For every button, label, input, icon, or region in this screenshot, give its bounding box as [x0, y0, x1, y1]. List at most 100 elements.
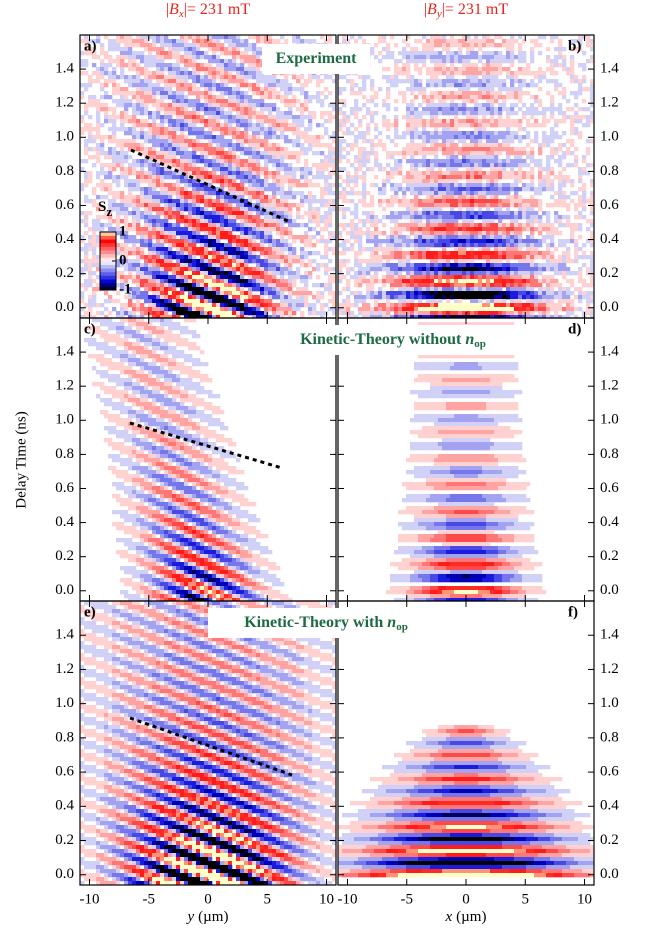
- map-cell: [208, 227, 212, 231]
- map-cell: [394, 311, 398, 315]
- map-cell: [244, 75, 248, 79]
- map-cell: [328, 283, 332, 287]
- map-cell: [148, 279, 152, 283]
- map-cell: [188, 255, 192, 259]
- map-cell: [418, 295, 422, 299]
- map-cell: [108, 187, 112, 191]
- map-cell: [320, 175, 324, 179]
- map-cell: [374, 91, 378, 95]
- map-cell: [324, 239, 328, 243]
- map-cell: [184, 203, 188, 207]
- map-cell: [342, 247, 346, 251]
- map-cell: [80, 183, 84, 187]
- map-cell: [280, 223, 284, 227]
- map-cell: [224, 195, 228, 199]
- map-cell: [260, 183, 264, 187]
- map-cell: [358, 147, 362, 151]
- map-cell: [386, 135, 390, 139]
- map-cell: [204, 259, 208, 263]
- map-cell: [312, 199, 316, 203]
- map-cell: [92, 231, 96, 235]
- map-cell: [268, 271, 272, 275]
- map-cell: [128, 131, 132, 135]
- map-cell: [422, 307, 426, 311]
- map-cell: [188, 287, 192, 291]
- map-cell: [272, 119, 276, 123]
- map-cell: [140, 111, 144, 115]
- map-cell: [128, 35, 132, 39]
- map-cell: [200, 131, 204, 135]
- map-cell: [292, 191, 296, 195]
- map-cell: [196, 247, 200, 251]
- map-cell: [200, 215, 204, 219]
- map-cell: [280, 119, 284, 123]
- map-cell: [140, 187, 144, 191]
- map-cell: [328, 175, 332, 179]
- map-cell: [232, 131, 236, 135]
- map-cell: [96, 115, 100, 119]
- map-cell: [260, 123, 264, 127]
- map-cell: [200, 79, 204, 83]
- map-cell: [308, 183, 312, 187]
- map-cell: [370, 139, 374, 143]
- map-cell: [228, 155, 232, 159]
- map-cell: [394, 119, 398, 123]
- map-cell: [450, 135, 454, 139]
- map-cell: [80, 295, 84, 299]
- map-cell: [204, 299, 208, 303]
- map-cell: [116, 75, 120, 79]
- map-cell: [232, 251, 236, 255]
- map-cell: [188, 311, 192, 315]
- map-cell: [434, 79, 438, 83]
- map-cell: [244, 95, 248, 99]
- map-cell: [240, 223, 244, 227]
- map-cell: [268, 279, 272, 283]
- map-cell: [192, 91, 196, 95]
- map-cell: [160, 155, 164, 159]
- map-cell: [216, 151, 220, 155]
- map-cell: [268, 267, 272, 271]
- map-cell: [422, 123, 426, 127]
- map-cell: [438, 215, 442, 219]
- map-cell: [338, 123, 342, 127]
- map-cell: [442, 163, 446, 167]
- map-cell: [410, 47, 414, 51]
- map-cell: [370, 267, 374, 271]
- map-cell: [430, 219, 434, 223]
- map-cell: [256, 263, 260, 267]
- map-cell: [140, 215, 144, 219]
- map-cell: [320, 227, 324, 231]
- map-cell: [176, 51, 180, 55]
- map-cell: [402, 67, 406, 71]
- map-cell: [394, 195, 398, 199]
- map-cell: [152, 291, 156, 295]
- map-cell: [216, 111, 220, 115]
- map-cell: [422, 87, 426, 91]
- map-cell: [96, 159, 100, 163]
- map-cell: [176, 107, 180, 111]
- map-cell: [96, 39, 100, 43]
- map-cell: [168, 127, 172, 131]
- map-cell: [144, 191, 148, 195]
- map-cell: [164, 155, 168, 159]
- map-cell: [422, 155, 426, 159]
- map-cell: [240, 251, 244, 255]
- map-cell: [104, 155, 108, 159]
- map-cell: [450, 251, 454, 255]
- map-cell: [160, 227, 164, 231]
- map-cell: [128, 311, 132, 315]
- map-cell: [300, 87, 304, 91]
- map-cell: [124, 79, 128, 83]
- map-cell: [88, 299, 92, 303]
- map-cell: [240, 103, 244, 107]
- map-cell: [394, 227, 398, 231]
- map-cell: [406, 291, 410, 295]
- map-cell: [280, 87, 284, 91]
- map-cell: [410, 191, 414, 195]
- map-cell: [256, 271, 260, 275]
- map-cell: [402, 235, 406, 239]
- map-cell: [136, 55, 140, 59]
- map-cell: [374, 103, 378, 107]
- map-cell: [244, 151, 248, 155]
- map-cell: [248, 239, 252, 243]
